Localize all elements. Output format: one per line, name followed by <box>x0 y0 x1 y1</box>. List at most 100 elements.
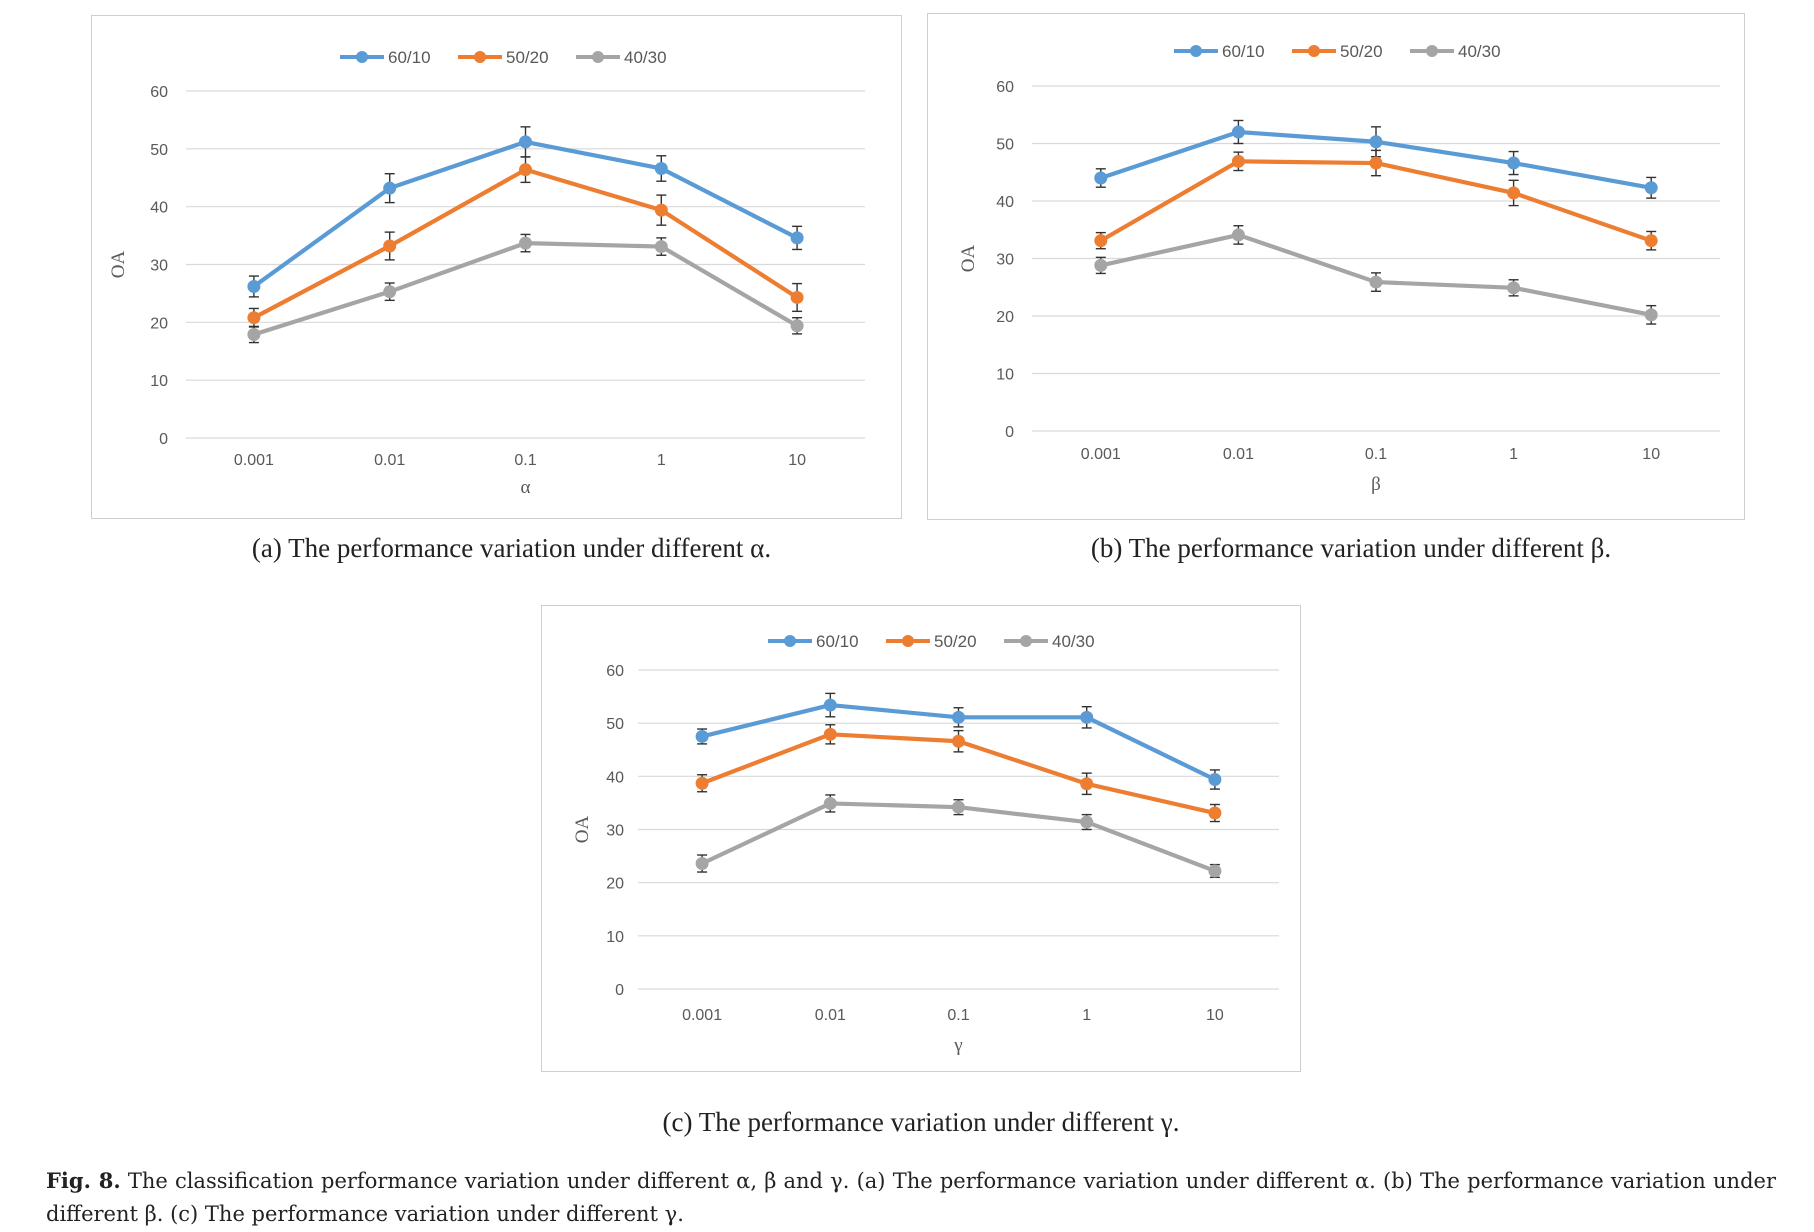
y-tick-label: 0 <box>159 431 168 448</box>
data-point <box>1208 806 1222 820</box>
data-point <box>519 236 532 250</box>
x-tick-label: 1 <box>1082 1007 1091 1024</box>
data-point <box>1369 156 1383 170</box>
legend-entry-label: 40/30 <box>624 48 667 67</box>
data-point <box>1080 815 1094 829</box>
y-tick-label: 60 <box>150 84 168 101</box>
y-tick-label: 60 <box>606 663 624 680</box>
legend-entry-label: 40/30 <box>1458 42 1501 61</box>
y-tick-label: 30 <box>150 258 168 275</box>
data-point <box>1080 710 1094 724</box>
y-tick-label: 50 <box>150 142 168 159</box>
legend-swatch-marker <box>356 51 368 63</box>
y-tick-label: 20 <box>996 309 1014 326</box>
data-point <box>695 776 709 790</box>
chart-panel-b: 0 10 20 30 40 50 60 0.001 0.01 0.1 1 10 β OA 60/10 50/2… <box>927 13 1745 520</box>
x-tick-label: 0.1 <box>947 1007 969 1024</box>
data-point <box>519 163 532 177</box>
legend-swatch-marker <box>592 51 604 63</box>
y-tick-label: 30 <box>996 252 1014 269</box>
x-tick-label: 0.01 <box>1223 446 1254 463</box>
data-point <box>519 135 532 149</box>
data-point <box>695 729 709 743</box>
legend-entry-label: 50/20 <box>1340 42 1383 61</box>
legend-entry-label: 60/10 <box>816 632 859 651</box>
legend-swatch-marker <box>1190 45 1202 57</box>
legend-entry-label: 60/10 <box>1222 42 1265 61</box>
data-point <box>823 698 837 712</box>
y-tick-label: 10 <box>996 367 1014 384</box>
data-point <box>654 203 668 217</box>
y-tick-label: 30 <box>606 823 624 840</box>
x-tick-label: 0.1 <box>514 452 536 469</box>
data-point <box>790 231 804 245</box>
caption-c: (c) The performance variation under diff… <box>662 1107 1180 1137</box>
data-point <box>383 285 397 299</box>
data-point <box>1369 275 1383 289</box>
data-point <box>1231 228 1245 242</box>
x-tick-label: 0.01 <box>815 1007 846 1024</box>
chart-b: 0 10 20 30 40 50 60 0.001 0.01 0.1 1 10 β OA 60/10 50/2… <box>958 42 1720 495</box>
x-tick-label: 1 <box>657 452 666 469</box>
caption-a: (a) The performance variation under diff… <box>251 533 772 563</box>
legend-swatch-marker <box>1308 45 1320 57</box>
chart-a: 0 10 20 30 40 50 60 0.001 0.01 0.1 1 10 α OA 60/10 50/2… <box>108 48 865 498</box>
data-point <box>1507 281 1521 295</box>
data-point <box>1644 181 1658 195</box>
y-tick-label: 40 <box>606 769 624 786</box>
caption-b: (b) The performance variation under diff… <box>1090 533 1612 563</box>
x-tick-label: 0.001 <box>234 452 274 469</box>
y-tick-label: 60 <box>996 79 1014 96</box>
x-tick-label: 0.01 <box>374 452 405 469</box>
chart-panel-c: 0 10 20 30 40 50 60 0.001 0.01 0.1 1 10 γ OA 60/10 50/2… <box>541 605 1301 1072</box>
y-axis-label: OA <box>958 245 979 273</box>
x-axis-label: α <box>521 477 531 498</box>
legend-entry-label: 50/20 <box>934 632 977 651</box>
y-tick-label: 50 <box>606 716 624 733</box>
y-tick-label: 20 <box>150 315 168 332</box>
data-point <box>790 290 804 304</box>
legend-swatch-marker <box>474 51 486 63</box>
legend-entry-label: 40/30 <box>1052 632 1095 651</box>
data-point <box>823 796 837 810</box>
y-tick-label: 0 <box>1005 424 1014 441</box>
chart-c: 0 10 20 30 40 50 60 0.001 0.01 0.1 1 10 γ OA 60/10 50/2… <box>572 632 1279 1056</box>
data-point <box>1080 777 1094 791</box>
data-point <box>1094 258 1108 272</box>
legend-entry-label: 60/10 <box>388 48 431 67</box>
data-point <box>1208 864 1222 878</box>
data-point <box>695 857 709 871</box>
data-point <box>247 279 261 293</box>
data-point <box>383 181 397 195</box>
data-point <box>247 327 261 341</box>
data-point <box>1208 773 1222 787</box>
x-tick-label: 10 <box>1642 446 1660 463</box>
data-point <box>790 319 804 333</box>
chart-panel-a: 0 10 20 30 40 50 60 0.001 0.01 0.1 1 10 α OA 60/10 50/2… <box>91 15 902 519</box>
y-axis-label: OA <box>108 251 129 279</box>
x-tick-label: 10 <box>1206 1007 1224 1024</box>
data-point <box>1231 154 1245 168</box>
y-tick-label: 40 <box>150 200 168 217</box>
series-line-40-30 <box>253 241 799 337</box>
data-point <box>1507 186 1521 200</box>
y-axis-label: OA <box>572 816 593 844</box>
data-point <box>1644 308 1658 322</box>
data-point <box>1644 234 1658 248</box>
data-point <box>952 710 965 724</box>
figure-caption: Fig. 8. The classification performance v… <box>46 1164 1776 1231</box>
figure-label: Fig. 8. <box>46 1168 121 1193</box>
legend-swatch-marker <box>902 635 914 647</box>
y-tick-label: 50 <box>996 137 1014 154</box>
data-point <box>654 161 668 175</box>
legend-entry-label: 50/20 <box>506 48 549 67</box>
data-point <box>1094 234 1108 248</box>
data-point <box>383 239 397 253</box>
legend-swatch-marker <box>1426 45 1438 57</box>
data-point <box>247 311 261 325</box>
x-tick-label: 0.1 <box>1365 446 1387 463</box>
data-point <box>1507 156 1521 170</box>
y-tick-label: 40 <box>996 194 1014 211</box>
data-point <box>952 800 965 814</box>
y-tick-label: 20 <box>606 876 624 893</box>
